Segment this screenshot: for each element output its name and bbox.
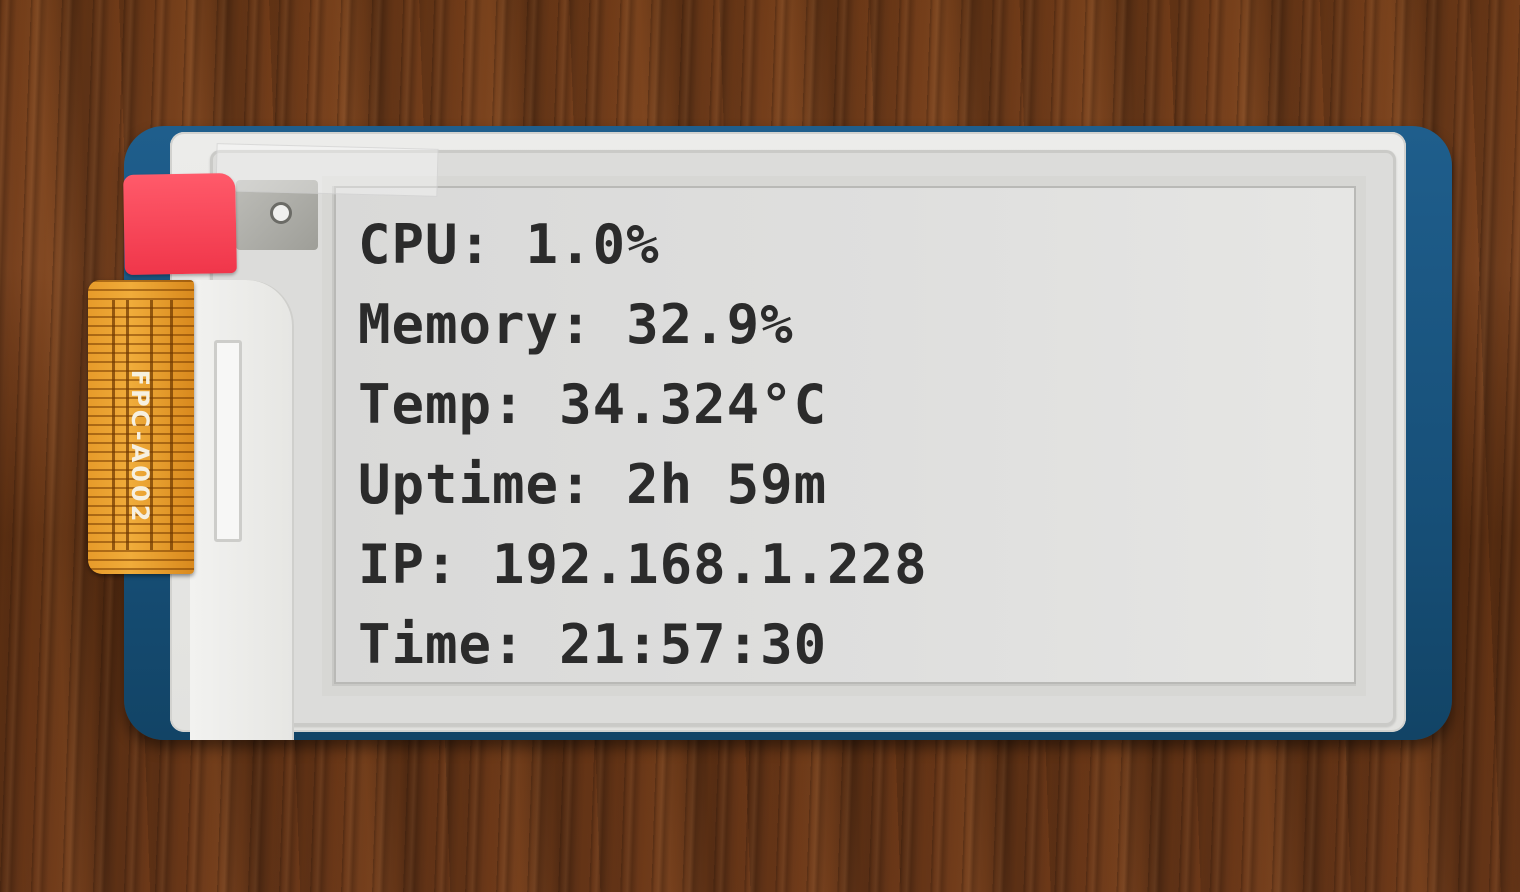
mounting-hole-icon	[270, 202, 292, 224]
flex-trace	[150, 300, 153, 550]
status-readout: CPU: 1.0% Memory: 32.9% Temp: 34.324°C U…	[358, 212, 928, 692]
flex-trace	[170, 300, 173, 550]
ip-line: IP: 192.168.1.228	[358, 533, 928, 596]
e-ink-screen	[334, 186, 1356, 684]
frame-slot	[214, 340, 242, 542]
uptime-line: Uptime: 2h 59m	[358, 453, 828, 516]
frame-side-tab	[190, 280, 294, 740]
clear-tape	[215, 143, 439, 197]
red-protective-tab	[123, 173, 237, 275]
time-line: Time: 21:57:30	[358, 613, 828, 676]
flex-trace	[126, 300, 129, 550]
flex-cable	[88, 280, 194, 574]
temp-line: Temp: 34.324°C	[358, 373, 828, 436]
flex-trace	[112, 300, 115, 550]
memory-line: Memory: 32.9%	[358, 293, 794, 356]
cpu-line: CPU: 1.0%	[358, 213, 660, 276]
flex-cable-label: FPC-A002	[126, 369, 154, 525]
